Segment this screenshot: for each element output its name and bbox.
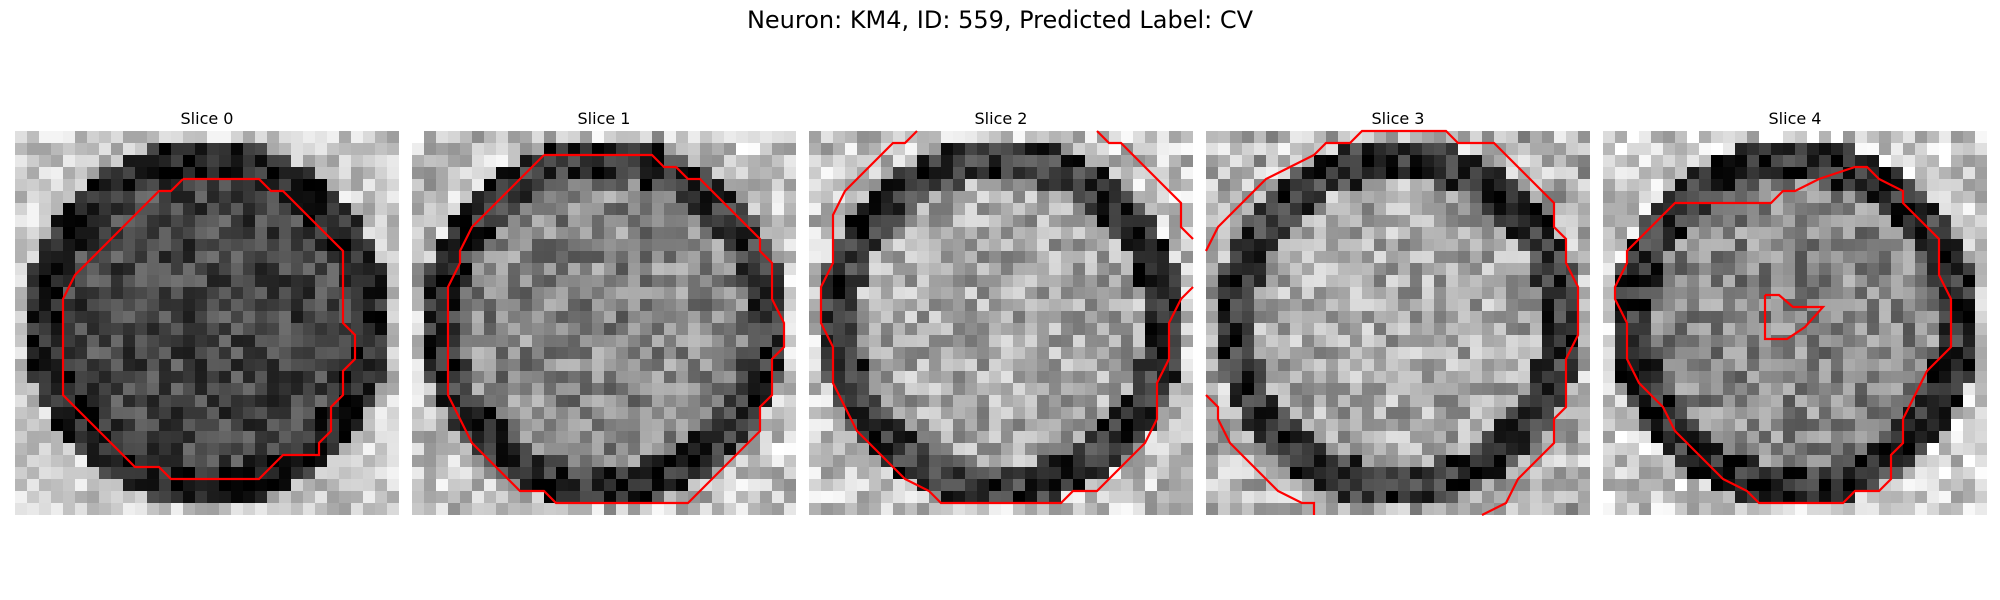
slice-image [809,130,1194,515]
grayscale-microscopy-image [1603,131,1987,515]
contour-line [1205,394,1316,515]
slice-image [15,131,399,515]
segmentation-contour [446,153,786,505]
contour-line [1205,129,1580,516]
contour-line [446,153,786,505]
slice-panel-1: Slice 1 [412,107,796,515]
segmentation-contour [819,130,1194,505]
slice-title: Slice 2 [974,109,1028,128]
grayscale-microscopy-image [15,131,399,515]
slice-image [1205,129,1590,516]
segmentation-contour [1613,165,1953,505]
slice-panel-4: Slice 4 [1603,107,1987,515]
slice-image [1603,131,1987,515]
contour-line [1763,293,1826,341]
slice-panel-0: Slice 0 [15,107,399,515]
grayscale-microscopy-image [412,131,796,515]
slice-panel-3: Slice 3 [1205,107,1590,516]
contour-line [61,177,357,481]
slice-title: Slice 3 [1371,109,1425,128]
slice-title: Slice 1 [577,109,631,128]
slice-title: Slice 0 [180,109,234,128]
segmentation-contour [61,177,357,481]
contour-line [819,130,1194,505]
contour-line [1613,165,1953,505]
slice-image [412,131,796,515]
segmentation-contour [1205,129,1580,516]
figure-title: Neuron: KM4, ID: 559, Predicted Label: C… [746,6,1254,34]
slice-title: Slice 4 [1768,109,1822,128]
contour-line [1096,130,1194,240]
grayscale-microscopy-image [809,131,1193,515]
slice-panel-2: Slice 2 [809,107,1194,515]
grayscale-microscopy-image [1206,131,1590,515]
